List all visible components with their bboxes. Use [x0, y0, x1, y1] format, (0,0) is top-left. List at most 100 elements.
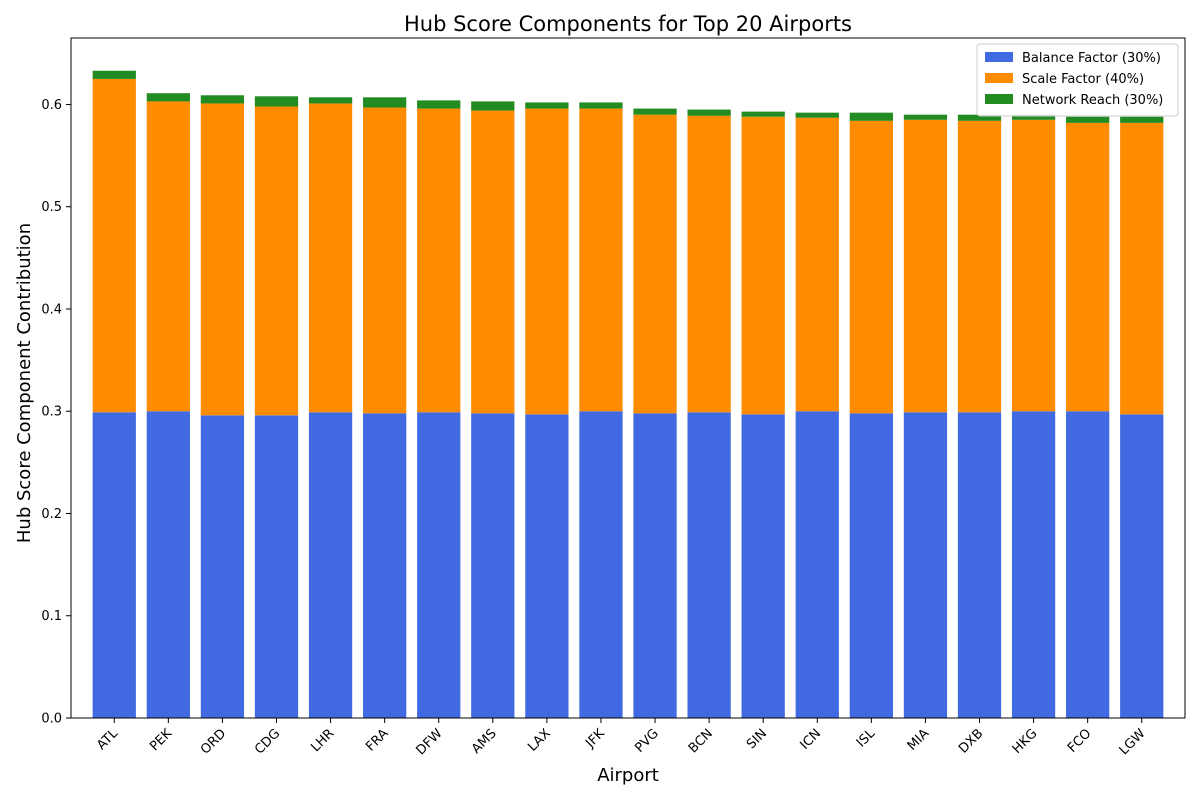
x-tick-label-dxb: DXB — [956, 726, 986, 756]
bar-jfk-series-1 — [579, 411, 623, 718]
bar-pvg-series-3 — [633, 108, 677, 115]
y-tick-label: 0.2 — [41, 507, 62, 522]
x-tick-label-fra: FRA — [363, 726, 391, 754]
x-tick-label-lgw: LGW — [1117, 726, 1149, 758]
bar-lhr-series-3 — [308, 97, 353, 104]
x-tick-label-jfk: JFK — [582, 726, 608, 752]
y-tick-label: 0.5 — [41, 200, 62, 215]
legend-box — [976, 43, 1179, 117]
bar-sin-series-2 — [741, 116, 785, 415]
bar-fco-series-1 — [1066, 411, 1110, 718]
bar-mia-series-1 — [903, 412, 948, 718]
bar-atl-series-3 — [92, 70, 136, 79]
y-tick-label: 0.4 — [41, 302, 62, 317]
legend-label-1: Balance Factor (30%) — [1022, 51, 1161, 66]
bar-lax-series-1 — [525, 414, 569, 718]
bar-pek-series-3 — [146, 93, 190, 102]
bar-ord-series-1 — [200, 415, 245, 718]
y-tick-label: 0.1 — [41, 609, 62, 624]
x-tick-label-sin: SIN — [744, 726, 770, 752]
legend-swatch-2 — [985, 73, 1013, 83]
x-tick-label-ord: ORD — [198, 726, 229, 757]
bars-group — [92, 70, 1164, 718]
bar-pek-series-1 — [146, 411, 190, 718]
x-tick-label-atl: ATL — [94, 726, 121, 753]
x-tick-label-cdg: CDG — [252, 726, 283, 757]
x-tick-label-isl: ISL — [854, 726, 879, 751]
bar-fra-series-1 — [363, 413, 407, 718]
bar-sin-series-3 — [741, 111, 785, 117]
bar-ams-series-1 — [471, 413, 515, 718]
bar-atl-series-2 — [92, 78, 136, 413]
bar-icn-series-1 — [795, 411, 839, 718]
x-tick-label-fco: FCO — [1065, 726, 1095, 756]
x-tick-label-mia: MIA — [905, 726, 933, 754]
bar-dxb-series-3 — [957, 114, 1002, 121]
bar-ams-series-3 — [471, 101, 515, 111]
bar-fra-series-2 — [363, 107, 407, 414]
y-tick-label: 0.3 — [41, 405, 62, 420]
bar-mia-series-2 — [903, 119, 948, 413]
bar-lax-series-2 — [525, 108, 569, 415]
bar-icn-series-3 — [795, 112, 839, 118]
legend: Balance Factor (30%) Scale Factor (40%) Ne… — [976, 43, 1179, 117]
y-tick-label: 0.6 — [41, 98, 62, 113]
plot-frame — [70, 37, 1186, 719]
bar-isl-series-3 — [849, 112, 893, 121]
bar-isl-series-1 — [849, 413, 893, 718]
bar-fco-series-2 — [1066, 122, 1110, 412]
bar-sin-series-1 — [741, 414, 785, 718]
bar-lgw-series-1 — [1120, 414, 1164, 718]
legend-label-2: Scale Factor (40%) — [1022, 72, 1144, 87]
y-tick-label: 0.0 — [41, 712, 62, 727]
bar-hkg-series-2 — [1011, 119, 1056, 412]
bar-pvg-series-2 — [633, 114, 677, 414]
bar-ord-series-3 — [200, 95, 245, 104]
x-axis-title: Airport — [597, 765, 659, 786]
x-tick-label-lhr: LHR — [308, 726, 337, 755]
x-tick-label-pek: PEK — [147, 726, 175, 754]
x-tick-label-icn: ICN — [797, 726, 824, 753]
bar-cdg-series-3 — [254, 96, 299, 107]
bar-isl-series-2 — [849, 120, 893, 414]
bar-hkg-series-3 — [1011, 114, 1056, 120]
bar-pvg-series-1 — [633, 413, 677, 718]
x-tick-label-dfw: DFW — [413, 726, 445, 758]
bar-ams-series-2 — [471, 110, 515, 414]
bar-lhr-series-1 — [308, 412, 353, 718]
bar-dxb-series-1 — [957, 412, 1002, 718]
bar-dfw-series-1 — [417, 412, 461, 718]
x-tick-label-pvg: PVG — [632, 726, 662, 756]
bar-bcn-series-3 — [687, 109, 731, 116]
bar-cdg-series-2 — [254, 106, 299, 416]
bar-lhr-series-2 — [308, 103, 353, 413]
y-axis-title: Hub Score Component Contribution — [14, 223, 35, 543]
x-tick-label-bcn: BCN — [686, 726, 716, 756]
x-tick-label-lax: LAX — [525, 726, 554, 755]
chart-title: Hub Score Components for Top 20 Airports — [404, 12, 852, 36]
x-tick-label-hkg: HKG — [1010, 726, 1041, 757]
bar-jfk-series-2 — [579, 108, 623, 412]
legend-label-3: Network Reach (30%) — [1022, 93, 1163, 108]
bar-fco-series-3 — [1066, 116, 1110, 123]
bar-pek-series-2 — [146, 101, 190, 412]
legend-swatch-1 — [985, 52, 1013, 62]
bar-bcn-series-1 — [687, 412, 731, 718]
bar-lax-series-3 — [525, 102, 569, 109]
bar-lgw-series-2 — [1120, 122, 1164, 415]
bar-cdg-series-1 — [254, 415, 299, 718]
bar-icn-series-2 — [795, 117, 839, 412]
bar-lgw-series-3 — [1120, 116, 1164, 123]
x-tick-label-ams: AMS — [469, 726, 500, 757]
bar-hkg-series-1 — [1011, 411, 1056, 718]
bar-bcn-series-2 — [687, 115, 731, 413]
bar-jfk-series-3 — [579, 102, 623, 109]
bar-dfw-series-3 — [417, 100, 461, 109]
bar-dfw-series-2 — [417, 108, 461, 413]
bar-dxb-series-2 — [957, 120, 1002, 413]
legend-swatch-3 — [985, 94, 1013, 104]
bar-atl-series-1 — [92, 412, 136, 718]
bar-fra-series-3 — [363, 97, 407, 108]
